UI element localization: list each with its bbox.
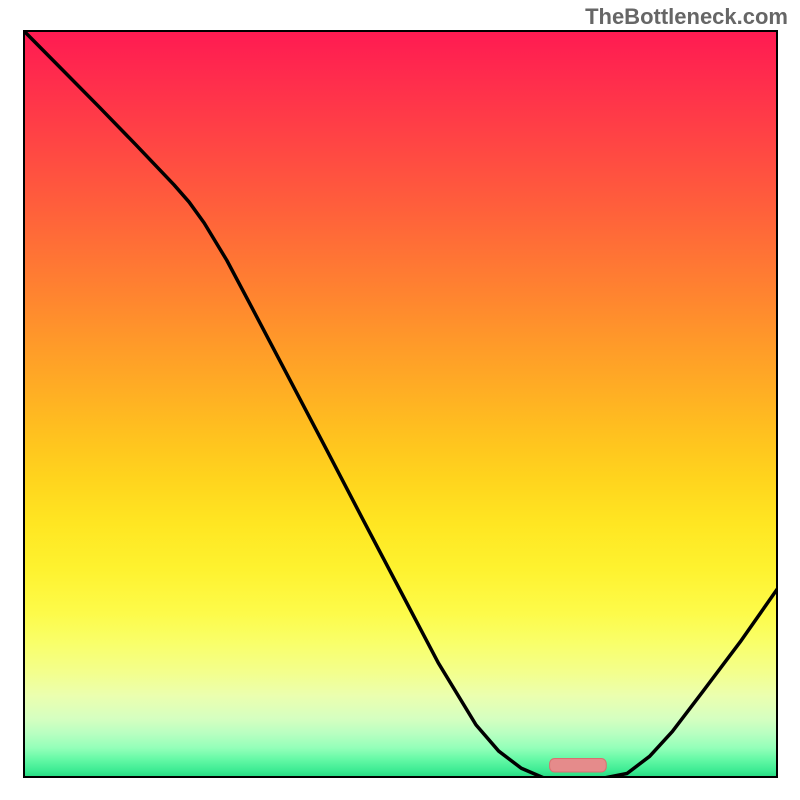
- plot-svg: [23, 30, 778, 778]
- gradient-background: [23, 30, 778, 778]
- attribution-text: TheBottleneck.com: [585, 4, 788, 30]
- chart-container: TheBottleneck.com: [0, 0, 800, 800]
- plot-area: [23, 30, 778, 778]
- optimal-range-marker: [550, 759, 607, 772]
